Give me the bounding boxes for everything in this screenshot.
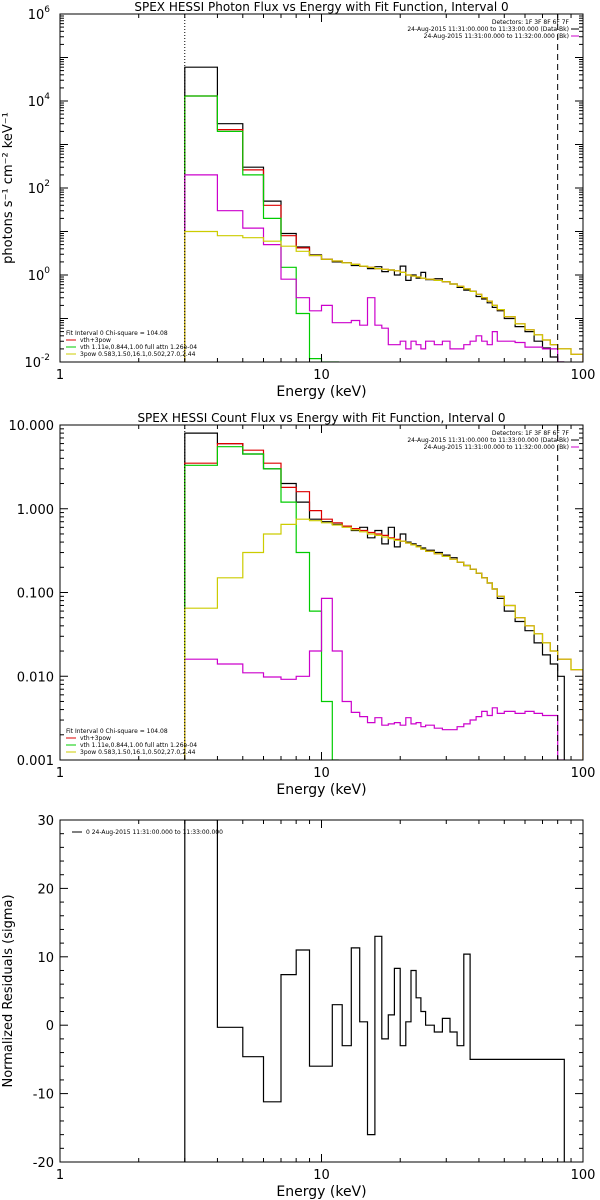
- x-tick-label: 10: [313, 766, 330, 781]
- legend-entry-top: Detectors: 1F 3F 8F 6F 7F: [492, 430, 570, 437]
- y-axis-label: photons s⁻¹ cm⁻² keV⁻¹: [1, 112, 16, 264]
- y-tick-label: 30: [37, 814, 54, 829]
- y-tick-label: 102: [28, 179, 50, 197]
- y-tick-label: 0.001: [17, 754, 54, 769]
- y-tick-label: 20: [37, 882, 54, 897]
- y-tick-label: 104: [28, 92, 51, 110]
- y-tick-exponent: 4: [44, 92, 50, 102]
- legend-entry-top: Detectors: 1F 3F 8F 6F 7F: [492, 19, 570, 26]
- legend-entry-top: 24-Aug-2015 11:31:00.000 to 11:32:00.000…: [424, 33, 569, 40]
- series-line-3: [184, 597, 565, 760]
- x-tick-label: 10: [313, 1168, 330, 1183]
- y-tick-label: 106: [28, 5, 51, 23]
- y-tick-label: -10: [33, 1088, 54, 1103]
- y-tick-label: -20: [33, 1156, 54, 1171]
- legend-entry-bottom: 3pow 0.583,1.50,16.1,0.502,27.0,2.44: [80, 749, 196, 756]
- legend-entry-top: 24-Aug-2015 11:31:00.000 to 11:33:00.000…: [407, 26, 569, 33]
- series-line-4: [184, 230, 583, 362]
- residuals-chart: 1 10 100 -20 -10 0 10 20 30 Energy (keV) Normalize…: [1, 814, 595, 1200]
- series-line-0: [184, 432, 565, 760]
- series-group: [184, 432, 583, 760]
- x-tick-label: 100: [571, 1168, 596, 1183]
- legend-entry-top: 0 24-Aug-2015 11:31:00.000 to 11:33:00.0…: [86, 829, 223, 836]
- series-line-0: [184, 820, 565, 1162]
- legend-entry-top: 24-Aug-2015 11:31:00.000 to 11:32:00.000…: [424, 444, 569, 451]
- y-axis-label: Normalized Residuals (sigma): [1, 894, 16, 1087]
- x-axis-label: Energy (keV): [276, 782, 366, 798]
- x-axis-label: Energy (keV): [276, 1184, 366, 1200]
- y-tick-label: 0.100: [17, 587, 54, 602]
- y-tick-label: 0.010: [17, 670, 54, 685]
- y-tick-exponent: 0: [44, 266, 50, 276]
- y-tick-base: 10: [28, 95, 45, 110]
- y-tick-exponent: -2: [41, 353, 50, 363]
- y-tick-label: 100: [28, 266, 51, 284]
- x-axis-label: Energy (keV): [276, 384, 366, 400]
- series-line-4: [184, 518, 583, 760]
- x-tick-label: 100: [571, 766, 596, 781]
- x-tick-label: 10: [313, 368, 330, 383]
- legend-entry-top: 24-Aug-2015 11:31:00.000 to 11:33:00.000…: [407, 437, 569, 444]
- y-tick-base: 10: [24, 356, 41, 371]
- legend-entry-bottom: vth 1.11e,0.844,1.00 full attn 1.26e-04: [80, 344, 197, 351]
- legend-entry-bottom: vth+3pow: [80, 735, 111, 742]
- y-tick-label: 0: [46, 1019, 54, 1034]
- legend-entry-bottom: vth+3pow: [80, 337, 111, 344]
- x-tick-label: 1: [56, 766, 64, 781]
- photon-flux-chart: SPEX HESSI Photon Flux vs Energy with Fi…: [1, 0, 595, 400]
- series-line-3: [184, 174, 565, 362]
- legend-entry-bottom: Fit Interval 0 Chi-square = 104.08: [66, 728, 168, 735]
- series-group: [184, 820, 565, 1162]
- y-tick-label: 10.000: [9, 419, 55, 434]
- series-line-2: [184, 446, 339, 760]
- y-tick-base: 10: [28, 182, 45, 197]
- chart-title: SPEX HESSI Photon Flux vs Energy with Fi…: [134, 0, 508, 14]
- y-tick-label: 1.000: [17, 503, 54, 518]
- legend-entry-bottom: 3pow 0.583,1.50,16.1,0.502,27.0,2.44: [80, 351, 196, 358]
- chart-title: SPEX HESSI Count Flux vs Energy with Fit…: [137, 411, 505, 425]
- x-tick-label: 1: [56, 368, 64, 383]
- legend-entry-bottom: vth 1.11e,0.844,1.00 full attn 1.26e-04: [80, 742, 197, 749]
- legend-entry-bottom: Fit Interval 0 Chi-square = 104.08: [66, 330, 168, 337]
- y-tick-label: 10-2: [24, 353, 50, 371]
- y-tick-base: 10: [28, 8, 45, 23]
- y-tick-label: 10: [37, 951, 54, 966]
- count-flux-chart: SPEX HESSI Count Flux vs Energy with Fit…: [9, 411, 596, 798]
- x-tick-label: 1: [56, 1168, 64, 1183]
- x-tick-label: 100: [571, 368, 596, 383]
- y-tick-exponent: 6: [44, 5, 50, 15]
- y-tick-base: 10: [28, 269, 45, 284]
- y-tick-exponent: 2: [44, 179, 50, 189]
